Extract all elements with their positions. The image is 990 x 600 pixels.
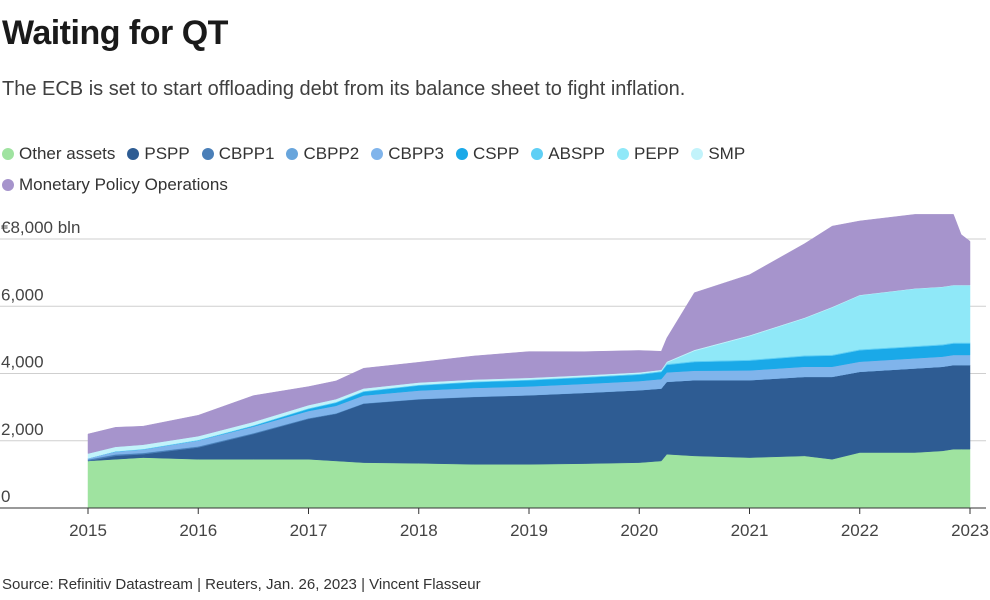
- area-monetary-policy-operations: [87, 214, 971, 454]
- legend-label: CBPP2: [303, 144, 360, 163]
- legend-label: ABSPP: [548, 144, 605, 163]
- legend-label: PEPP: [633, 144, 680, 163]
- legend-item-other-assets: Other assets: [2, 139, 115, 169]
- x-tick-label: 2017: [290, 521, 328, 540]
- legend-item-abspp: ABSPP: [531, 139, 605, 169]
- chart-title: Waiting for QT: [2, 14, 228, 52]
- legend-item-cbpp3: CBPP3: [371, 139, 444, 169]
- legend-swatch: [691, 148, 704, 160]
- chart-subtitle: The ECB is set to start offloading debt …: [2, 78, 686, 100]
- x-tick-label: 2019: [510, 521, 548, 540]
- x-tick-label: 2015: [69, 521, 107, 540]
- legend-item-pspp: PSPP: [127, 139, 190, 169]
- legend-swatch: [2, 148, 14, 160]
- legend-label: PSPP: [144, 144, 190, 163]
- x-tick-label: 2022: [841, 521, 879, 540]
- legend-label: CSPP: [472, 144, 520, 163]
- legend-label: CBPP3: [388, 144, 444, 163]
- legend-swatch: [2, 179, 14, 191]
- legend-swatch: [127, 148, 140, 160]
- legend-item-cbpp1: CBPP1: [201, 139, 275, 169]
- legend-swatch: [531, 148, 544, 160]
- legend-swatch: [201, 148, 214, 160]
- legend-label: SMP: [708, 144, 746, 163]
- x-tick-label: 2020: [620, 521, 658, 540]
- legend-swatch: [371, 148, 384, 160]
- legend-swatch: [616, 148, 629, 160]
- y-tick-label: 6,000: [1, 285, 44, 304]
- x-tick-label: 2018: [400, 521, 438, 540]
- legend-item-smp: SMP: [691, 139, 745, 169]
- legend-item-cbpp2: CBPP2: [286, 139, 359, 169]
- x-tick-label: 2023: [951, 521, 989, 540]
- legend-label: Other assets: [19, 144, 116, 163]
- y-tick-label: 2,000: [1, 420, 44, 439]
- legend: Other assets PSPP CBPP1 CBPP2 CBPP3 CSPP ABSPP…: [2, 139, 802, 201]
- y-tick-label: €8,000 bln: [1, 218, 80, 237]
- legend-label: CBPP1: [218, 144, 275, 163]
- x-tick-label: 2021: [731, 521, 769, 540]
- legend-item-cspp: CSPP: [455, 139, 520, 169]
- legend-swatch: [455, 148, 468, 160]
- x-tick-label: 2016: [179, 521, 217, 540]
- source-note: Source: Refinitiv Datastream | Reuters, …: [2, 576, 481, 593]
- legend-swatch: [286, 148, 299, 160]
- chart-area: 0 2,000 4,000 6,000 €8,000 bln 2015 2016 2017 20…: [0, 214, 989, 540]
- legend-item-monetary-policy-operations: Monetary Policy Operations: [2, 170, 228, 200]
- legend-item-pepp: PEPP: [616, 139, 680, 169]
- y-tick-label: 4,000: [1, 353, 44, 372]
- legend-label: Monetary Policy Operations: [19, 175, 228, 194]
- y-tick-label: 0: [1, 487, 10, 506]
